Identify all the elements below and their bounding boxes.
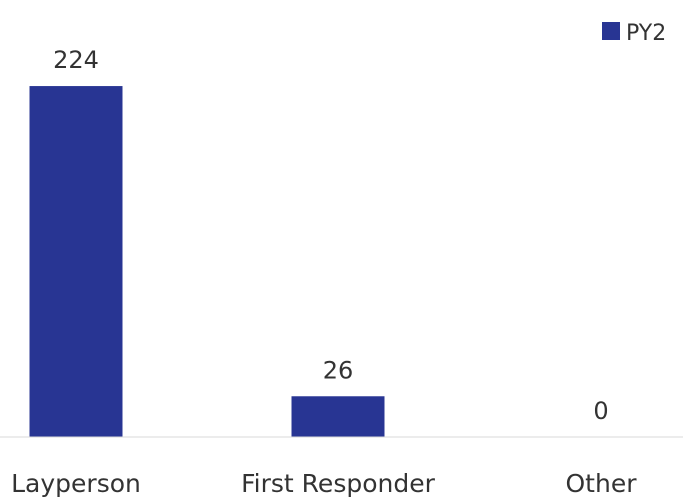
bars-group [29,86,385,438]
x-tick-label-first-responder: First Responder [241,469,435,498]
data-label-first-responder: 26 [323,356,354,384]
x-tick-labels-group: Layperson First Responder Other [11,469,637,498]
bar-layperson [29,86,123,438]
legend-label-py2: PY2 [626,21,666,46]
data-label-layperson: 224 [53,46,99,74]
data-label-other: 0 [593,397,608,425]
legend: PY2 [602,21,666,46]
data-labels-group: 224 26 0 [53,46,609,425]
legend-swatch-py2 [602,22,620,40]
x-tick-label-layperson: Layperson [11,469,141,498]
x-tick-label-other: Other [566,469,638,498]
bar-first-responder [291,396,385,437]
